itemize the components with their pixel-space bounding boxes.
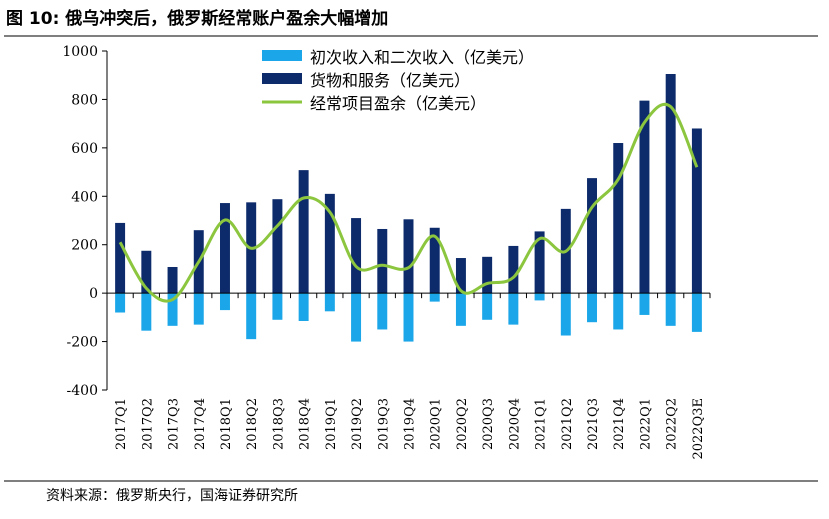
bar-income-2019Q2	[351, 293, 362, 342]
x-tick-label: 2020Q3	[481, 398, 496, 450]
bar-income-2020Q2	[455, 293, 466, 326]
bar-income-2021Q3	[587, 293, 598, 323]
x-tick-label: 2019Q4	[403, 398, 418, 450]
legend-label-1: 货物和服务（亿美元）	[310, 71, 470, 90]
y-tick-label: 200	[71, 238, 98, 254]
bar-income-2022Q3E	[691, 293, 702, 332]
bar-income-2019Q3	[377, 293, 388, 330]
bar-goods-2018Q1	[219, 203, 230, 294]
x-tick-label: 2022Q3E	[691, 398, 706, 460]
x-tick-label: 2022Q2	[665, 398, 680, 450]
figure-title: 图 10: 俄乌冲突后，俄罗斯经常账户盈余大幅增加	[6, 4, 388, 34]
bar-income-2019Q4	[403, 293, 414, 342]
bar-income-2017Q4	[193, 293, 204, 325]
bar-income-2020Q4	[508, 293, 519, 325]
x-tick-label: 2022Q1	[638, 398, 653, 450]
bar-income-2022Q1	[639, 293, 650, 315]
bar-goods-2019Q2	[351, 218, 362, 294]
x-tick-label: 2019Q1	[324, 398, 339, 450]
x-tick-label: 2020Q2	[455, 398, 470, 450]
bar-goods-2017Q3	[167, 266, 178, 294]
bar-income-2021Q1	[534, 293, 545, 301]
y-tick-label: -400	[67, 383, 98, 399]
x-tick-label: 2019Q2	[350, 398, 365, 450]
figure-title-text: 俄乌冲突后，俄罗斯经常账户盈余大幅增加	[65, 9, 389, 29]
bar-income-2021Q4	[613, 293, 624, 330]
bar-goods-2018Q3	[272, 199, 283, 294]
bar-income-2020Q3	[482, 293, 493, 320]
x-tick-label: 2018Q3	[271, 398, 286, 450]
x-tick-label: 2018Q1	[219, 398, 234, 450]
x-tick-label: 2020Q4	[507, 398, 522, 450]
y-tick-label: 400	[71, 189, 98, 205]
current-account-line	[118, 102, 699, 303]
y-tick-label: 800	[71, 92, 98, 108]
legend-swatch-goods	[262, 73, 302, 84]
bar-goods-2021Q4	[613, 143, 624, 294]
bar-income-2017Q2	[141, 293, 152, 331]
x-tick-label: 2017Q3	[167, 398, 182, 450]
bar-goods-2022Q2	[665, 74, 676, 294]
bar-goods-2020Q3	[482, 256, 493, 294]
bar-goods-2017Q1	[115, 222, 126, 294]
bar-goods-2021Q3	[587, 178, 598, 294]
legend-label-2: 经常项目盈余（亿美元）	[310, 94, 486, 113]
bar-income-2018Q3	[272, 293, 283, 320]
bar-goods-2020Q4	[508, 245, 519, 294]
y-tick-label: 1000	[62, 44, 98, 60]
bar-goods-2019Q4	[403, 219, 414, 294]
x-tick-label: 2018Q4	[298, 398, 313, 450]
x-tick-label: 2017Q1	[114, 398, 129, 450]
x-tick-label: 2017Q4	[193, 398, 208, 450]
bar-goods-2019Q1	[324, 193, 335, 294]
bar-goods-2022Q1	[639, 100, 650, 294]
x-tick-label: 2019Q3	[376, 398, 391, 450]
bar-income-2018Q4	[298, 293, 309, 321]
y-tick-label: -200	[67, 335, 98, 351]
bar-goods-2020Q2	[455, 258, 466, 294]
bar-income-2018Q1	[219, 293, 230, 311]
bar-goods-2018Q4	[298, 170, 309, 294]
x-tick-label: 2021Q4	[612, 398, 627, 450]
bar-income-2020Q1	[429, 293, 440, 302]
figure-number: 图 10:	[6, 9, 60, 29]
bar-goods-2017Q2	[141, 250, 152, 294]
bar-income-2017Q3	[167, 293, 178, 326]
x-tick-label: 2017Q2	[140, 398, 155, 450]
x-tick-label: 2021Q2	[560, 398, 575, 450]
source-note: 资料来源：俄罗斯央行，国海证券研究所	[46, 488, 298, 504]
x-tick-label: 2018Q2	[245, 398, 260, 450]
bottom-divider	[4, 480, 818, 482]
bar-income-2021Q2	[560, 293, 571, 336]
legend-swatch-income	[262, 50, 302, 61]
x-tick-label: 2021Q1	[534, 398, 549, 450]
top-divider	[4, 35, 818, 37]
x-tick-label: 2020Q1	[429, 398, 444, 450]
bar-income-2022Q2	[665, 293, 676, 326]
y-tick-label: 0	[89, 286, 98, 302]
bar-income-2019Q1	[324, 293, 335, 312]
y-tick-label: 600	[71, 141, 98, 157]
bar-goods-2022Q3E	[691, 128, 702, 294]
bar-goods-2019Q3	[377, 228, 388, 294]
bar-income-2018Q2	[246, 293, 257, 340]
bar-goods-2021Q1	[534, 231, 545, 294]
legend-label-0: 初次收入和二次收入（亿美元）	[310, 48, 534, 67]
x-tick-label: 2021Q3	[586, 398, 601, 450]
bar-goods-2020Q1	[429, 227, 440, 294]
bar-income-2017Q1	[115, 293, 126, 313]
